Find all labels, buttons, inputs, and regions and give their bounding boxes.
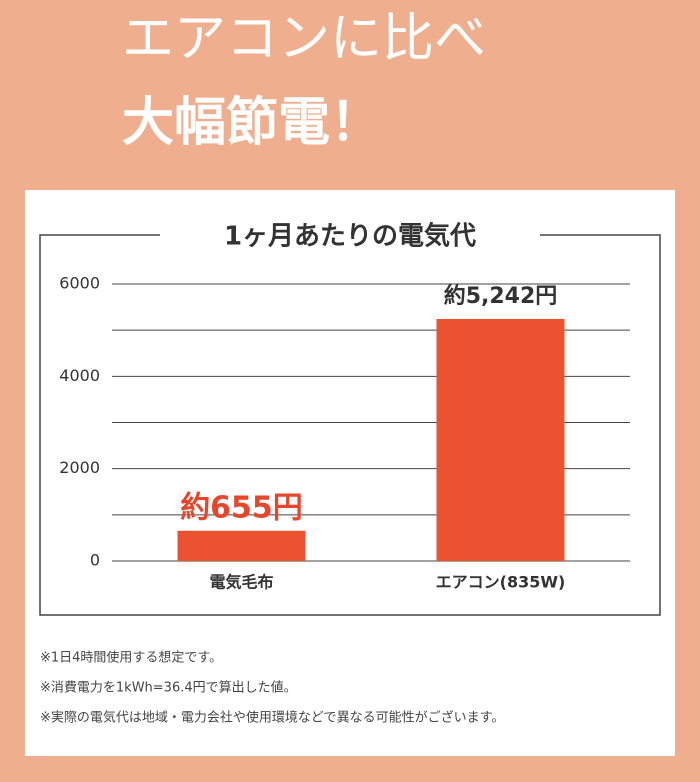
bar <box>177 530 306 561</box>
y-tick-label: 6000 <box>59 274 100 293</box>
note: ※実際の電気代は地域・電力会社や使用環境などで異なる可能性がございます。 <box>40 710 504 726</box>
note: ※1日4時間使用する想定です。 <box>40 650 222 666</box>
y-tick-label: 2000 <box>59 458 100 477</box>
panel <box>25 190 675 756</box>
y-tick-label: 0 <box>90 551 100 570</box>
chart-title: 1ヶ月あたりの電気代 <box>224 221 476 252</box>
value-label: 約5,242円 <box>444 283 558 309</box>
y-tick-label: 4000 <box>59 366 100 385</box>
value-label: 約655円 <box>180 490 303 525</box>
x-tick-label: 電気毛布 <box>209 573 273 592</box>
title-backdrop <box>160 218 540 254</box>
headline: 大幅節電！ <box>122 93 382 153</box>
x-tick-label: エアコン(835W) <box>436 573 566 592</box>
headline: エアコンに比べ <box>122 9 486 69</box>
bar <box>436 318 565 561</box>
note: ※消費電力を1kWh=36.4円で算出した値。 <box>40 680 297 696</box>
